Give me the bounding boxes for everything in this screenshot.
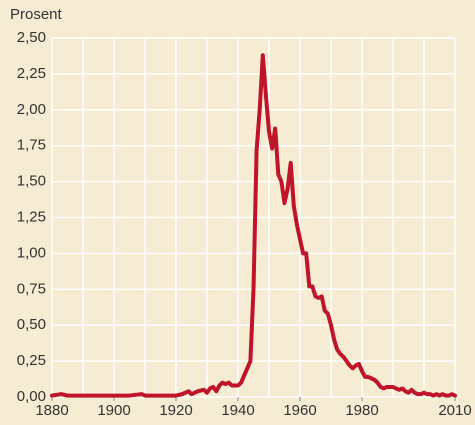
y-tick-label: 1,50 xyxy=(17,173,46,190)
y-tick-label: 0,50 xyxy=(17,316,46,333)
axis-title: Prosent xyxy=(10,6,63,23)
x-tick-label: 1880 xyxy=(35,402,68,419)
y-tick-label: 1,00 xyxy=(17,244,46,261)
x-tick-label: 1920 xyxy=(159,402,192,419)
x-tick-label: 1900 xyxy=(97,402,130,419)
y-tick-label: 0,00 xyxy=(17,388,46,405)
y-tick-label: 0,75 xyxy=(17,280,46,297)
x-tick-label: 1940 xyxy=(221,402,254,419)
line xyxy=(50,53,457,398)
y-tick-label: 1,75 xyxy=(17,137,46,154)
x-tick-label: 2010 xyxy=(438,402,471,419)
y-tick-label: 2,00 xyxy=(17,101,46,118)
y-tick-label: 2,50 xyxy=(17,29,46,46)
y-tick-label: 2,25 xyxy=(17,65,46,82)
x-tick-label: 1960 xyxy=(283,402,316,419)
x-tick-label: 1980 xyxy=(345,402,378,419)
y-tick-label: 0,25 xyxy=(17,352,46,369)
y-tick-label: 1,25 xyxy=(17,208,46,225)
